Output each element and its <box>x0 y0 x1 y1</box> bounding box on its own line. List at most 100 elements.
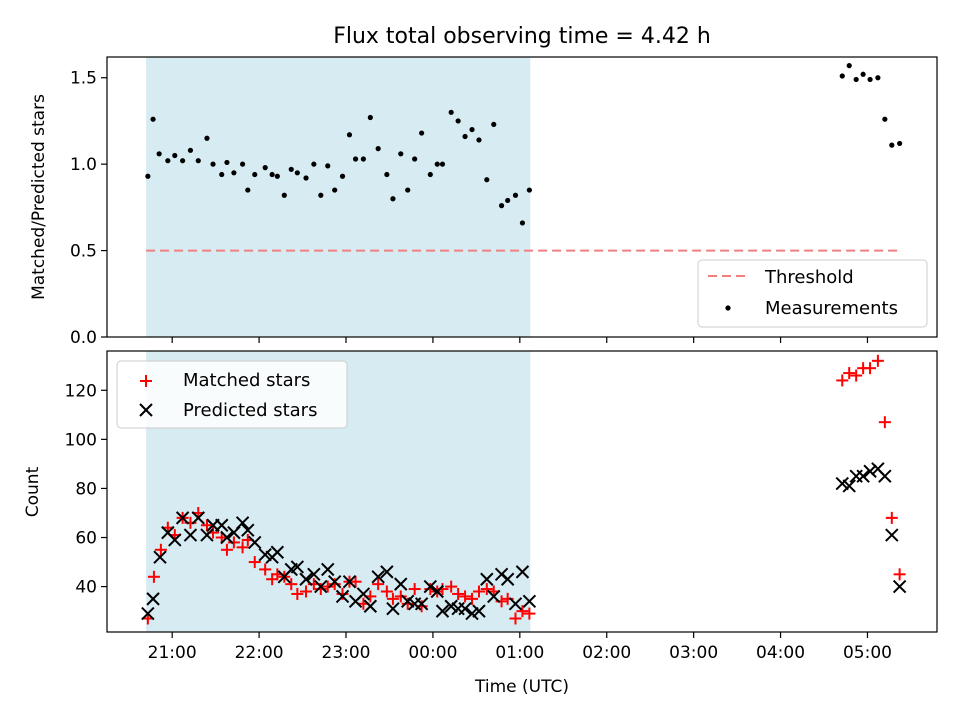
legend-predicted-swatch <box>139 403 153 417</box>
matched-star-point <box>893 568 906 581</box>
measurement-point <box>332 187 338 193</box>
top-y-tick-label: 1.5 <box>70 69 97 89</box>
predicted-star-point <box>153 550 167 564</box>
predicted-star-point <box>175 511 190 525</box>
predicted-star-point <box>515 565 530 579</box>
predicted-star-point <box>363 599 378 613</box>
predicted-star-point <box>435 604 450 618</box>
predicted-star-point <box>480 572 494 586</box>
bottom-axis-ticks: 40 60 80 100 120 21:00 22:00 23:00 00:00 01:00 02:… <box>65 381 892 663</box>
measurement-point <box>882 116 888 122</box>
measurement-point <box>412 156 418 162</box>
matched-star-point <box>472 585 485 598</box>
matched-star-point <box>394 590 407 603</box>
matched-star-point <box>516 605 529 618</box>
measurement-point <box>526 187 532 193</box>
predicted-star-point <box>386 601 400 616</box>
matched-star-point <box>386 592 399 605</box>
top-axes-frame <box>106 56 938 338</box>
matched-star-point <box>466 592 479 605</box>
measurement-point <box>405 187 411 193</box>
matched-star-point <box>328 578 341 591</box>
predicted-star-point <box>146 592 160 606</box>
predicted-star-point <box>335 589 350 604</box>
measurement-point <box>239 161 246 167</box>
measurement-point <box>224 159 230 166</box>
predicted-star-point <box>299 572 313 586</box>
measurement-point <box>390 196 396 202</box>
predicted-star-point <box>423 579 438 594</box>
matched-star-point <box>349 575 362 588</box>
x-tick-label: 21:00 <box>148 643 197 663</box>
predicted-star-point <box>141 606 155 621</box>
predicted-star-point <box>168 533 182 547</box>
top-axis-ticks: 0.0 0.5 1.0 1.5 <box>70 69 869 348</box>
measurement-point <box>318 192 324 198</box>
top-legend-box <box>697 259 928 328</box>
predicted-star-point <box>892 579 907 594</box>
measurement-point <box>469 126 475 133</box>
measurement-point <box>427 171 433 178</box>
measurement-point <box>439 161 446 167</box>
measurement-point <box>360 156 366 162</box>
predicted-star-point <box>307 567 321 582</box>
matched-star-point <box>372 578 385 591</box>
measurement-point <box>245 187 251 193</box>
matched-star-point <box>509 612 522 625</box>
top-legend: Threshold Measurements <box>697 259 928 328</box>
matched-star-point <box>380 585 393 598</box>
measurement-point <box>875 75 881 81</box>
bottom-legend: Matched stars Predicted stars <box>116 360 348 429</box>
measurement-point <box>172 152 178 159</box>
legend-threshold-label: Threshold <box>764 267 854 288</box>
bottom-panel: 40 60 80 100 120 21:00 22:00 23:00 00:00 01:00 02:… <box>23 350 938 697</box>
predicted-star-point <box>327 574 342 589</box>
predicted-star-point <box>342 574 357 589</box>
measurement-point <box>853 76 859 83</box>
measurement-point <box>462 133 468 140</box>
x-tick-label: 03:00 <box>669 643 718 663</box>
matched-star-point <box>836 374 849 387</box>
predicted-star-point <box>522 594 537 609</box>
matched-star-point <box>445 580 458 593</box>
top-y-axis-label: Matched/Predicted stars <box>29 94 49 300</box>
bottom-legend-box <box>116 360 348 429</box>
matched-star-point <box>300 585 313 598</box>
matched-star-point <box>200 519 213 532</box>
measurement-point <box>262 165 268 171</box>
matched-star-point <box>864 362 877 375</box>
measurement-point <box>897 140 903 147</box>
predicted-star-point <box>270 545 285 559</box>
matched-star-point <box>259 563 272 576</box>
measurement-point <box>252 171 258 178</box>
measurement-point <box>375 146 381 152</box>
x-tick-label: 23:00 <box>322 643 371 663</box>
legend-measurements-swatch <box>725 305 731 311</box>
measurement-point <box>352 156 359 162</box>
matched-star-point <box>321 580 334 593</box>
measurement-point <box>269 171 275 178</box>
predicted-star-point <box>380 565 394 579</box>
bottom-axes-frame <box>106 350 938 633</box>
x-tick-label: 00:00 <box>408 643 457 663</box>
predicted-star-point <box>371 570 385 584</box>
matched-star-point <box>285 578 298 591</box>
measurement-point <box>505 197 511 204</box>
measurement-point <box>219 171 225 178</box>
measurement-point <box>180 158 186 164</box>
legend-matched-swatch <box>140 375 152 387</box>
measurement-point <box>484 177 490 183</box>
top-y-tick-label: 0.0 <box>70 328 97 348</box>
predicted-star-point <box>842 479 856 493</box>
predicted-star-point <box>394 577 408 591</box>
measurement-point <box>519 220 526 226</box>
measurement-point <box>498 203 505 209</box>
measurement-point <box>339 173 346 179</box>
measurement-point <box>311 161 317 167</box>
measurement-point <box>281 192 287 198</box>
measurement-point <box>448 109 454 115</box>
predicted-star-point <box>863 464 877 478</box>
legend-predicted-label: Predicted stars <box>183 400 317 421</box>
predicted-star-point <box>878 469 892 483</box>
measurement-point <box>367 114 373 121</box>
